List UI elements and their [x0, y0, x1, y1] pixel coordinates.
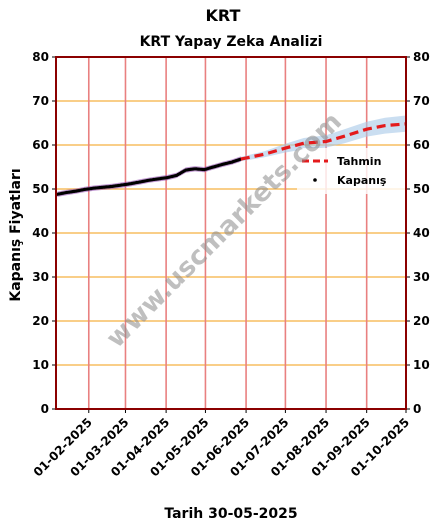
plot-frame — [55, 56, 407, 410]
y-tick-label-right: 30 — [413, 270, 430, 284]
y-tick-label-right: 50 — [413, 182, 430, 196]
y-tick-label: 40 — [32, 226, 49, 240]
legend: Tahmin Kapanış — [297, 148, 405, 194]
tahmin-line — [240, 122, 407, 161]
y-tick-label: 30 — [32, 270, 49, 284]
y-tick-label-right: 20 — [413, 314, 430, 328]
y-tick-label: 50 — [32, 182, 49, 196]
y-tick-label-right: 80 — [413, 50, 430, 64]
legend-label-kapanis: Kapanış — [337, 174, 387, 187]
legend-label-tahmin: Tahmin — [337, 155, 381, 168]
y-tick-label: 0 — [41, 402, 49, 416]
page-title: KRT — [205, 6, 241, 25]
y-tick-label-right: 10 — [413, 358, 430, 372]
legend-box — [297, 148, 405, 194]
y-tick-label-right: 40 — [413, 226, 430, 240]
footer-date: Tarih 30-05-2025 — [164, 506, 298, 522]
grid-layer — [56, 56, 407, 410]
y-tick-label: 20 — [32, 314, 49, 328]
chart-title: KRT Yapay Zeka Analizi — [139, 34, 323, 50]
y-tick-label: 10 — [32, 358, 49, 372]
y-tick-label-right: 60 — [413, 138, 430, 152]
y-tick-label: 60 — [32, 138, 49, 152]
watermark: www.uscmarkets.com — [101, 107, 348, 354]
y-tick-label-right: 0 — [413, 402, 421, 416]
y-tick-label: 80 — [32, 50, 49, 64]
legend-swatch-kapanis — [313, 178, 317, 182]
data-layer — [55, 122, 407, 196]
y-tick-label-right: 70 — [413, 94, 430, 108]
y-axis-label: Kapanış Fiyatları — [8, 168, 24, 301]
y-tick-label: 70 — [32, 94, 49, 108]
